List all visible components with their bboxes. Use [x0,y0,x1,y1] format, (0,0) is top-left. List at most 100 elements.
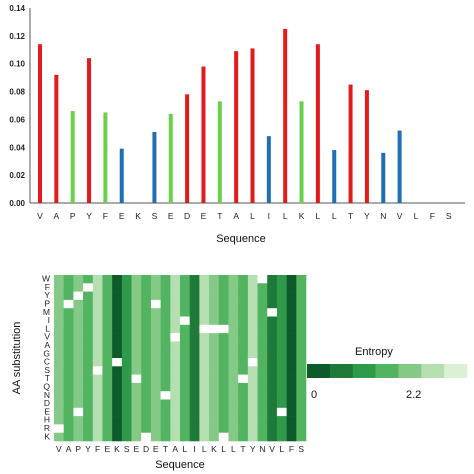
heatmap-cell [209,283,220,292]
heatmap-cell [276,358,287,367]
heatmap-y-tick-label: G [43,348,50,358]
bar [119,148,124,203]
x-tick-label: S [446,211,452,221]
bars [38,28,402,204]
heatmap-cell [73,291,84,301]
heatmap-cell [141,424,152,433]
x-tick-label: T [348,211,353,221]
heatmap-cell [247,308,258,317]
heatmap-cell [63,275,74,284]
heatmap-cell [102,382,113,392]
heatmap-cell [102,324,113,334]
entropy-colorbar: Entropy 0 2.2 [307,346,468,401]
colorbar-swatch [398,364,422,378]
heatmap-cell [189,308,200,317]
heatmap-cell [131,341,142,350]
bar [54,74,59,203]
heatmap-cell [160,308,171,317]
heatmap-cell [121,407,132,417]
heatmap-cell [276,299,287,309]
heatmap-cell [218,324,229,334]
x-tick-label: K [135,211,141,221]
heatmap-cell [257,374,268,384]
heatmap-cells [54,275,307,442]
heatmap-cell [296,358,307,367]
heatmap-cell [83,333,94,342]
heatmap-y-tick-label: H [44,415,50,425]
heatmap-cell [209,374,220,384]
heatmap-cell [131,382,142,392]
heatmap-cell [218,349,229,359]
x-tick-label: E [168,211,174,221]
x-tick-label: I [268,211,270,221]
heatmap-cell [150,308,161,317]
heatmap-cell [160,358,171,367]
colorbar-swatch [329,364,354,378]
heatmap-cell [296,407,307,417]
heatmap-cell [218,275,229,284]
heatmap-cell [83,324,94,334]
heatmap-cell [170,291,181,301]
heatmap-cell [238,299,249,309]
colorbar-swatches [307,364,468,378]
heatmap-cell [199,308,210,317]
heatmap-cell [267,366,278,375]
heatmap-cell [63,291,74,301]
heatmap-cell [102,275,113,284]
heatmap-cell [92,283,103,292]
heatmap-cell [121,299,132,309]
heatmap-cell [257,424,268,433]
heatmap-cell [73,424,84,433]
heatmap-y-tick-label: L [45,323,50,333]
heatmap-cell [199,366,210,375]
heatmap-cell [150,416,161,425]
heatmap-cell [286,341,297,350]
heatmap-cell [257,308,268,317]
heatmap-cell [54,424,64,433]
heatmap-cell [102,308,113,317]
heatmap-cell [257,291,268,301]
colorbar-swatch [375,364,399,378]
heatmap-cell [83,416,94,425]
heatmap-cell [121,424,132,433]
heatmap-x-tick-label: S [124,444,130,454]
heatmap-cell [63,382,74,392]
heatmap-cell [228,432,239,442]
heatmap-cell [131,432,142,442]
x-tick-label: F [103,211,108,221]
heatmap-cell [238,341,249,350]
heatmap-cell [92,316,103,326]
heatmap-cell [267,333,278,342]
heatmap-cell [228,358,239,367]
heatmap-cell [209,308,220,317]
heatmap-cell [150,333,161,342]
heatmap-cell [228,275,239,284]
heatmap-cell [73,366,84,375]
heatmap-cell [238,358,249,367]
bar [152,131,157,203]
heatmap-cell [209,407,220,417]
bar [185,94,190,203]
heatmap-cell [73,324,84,334]
heatmap-cell [121,391,132,400]
heatmap-x-tick-label: E [153,444,159,454]
heatmap-cell [199,424,210,433]
heatmap-cell [160,432,171,442]
heatmap-cell [296,382,307,392]
heatmap-cell [218,308,229,317]
heatmap-cell [121,416,132,425]
heatmap-cell [180,399,190,409]
heatmap-cell [92,374,103,384]
heatmap-cell [267,416,278,425]
heatmap-cell [73,407,84,417]
heatmap-cell [218,424,229,433]
heatmap-cell [141,399,152,409]
heatmap-cell [238,432,249,442]
heatmap-cell [170,324,181,334]
y-tick-label: 0.12 [9,32,25,41]
heatmap-cell [199,391,210,400]
heatmap-cell [150,374,161,384]
heatmap-cell [141,358,152,367]
heatmap-cell [189,391,200,400]
